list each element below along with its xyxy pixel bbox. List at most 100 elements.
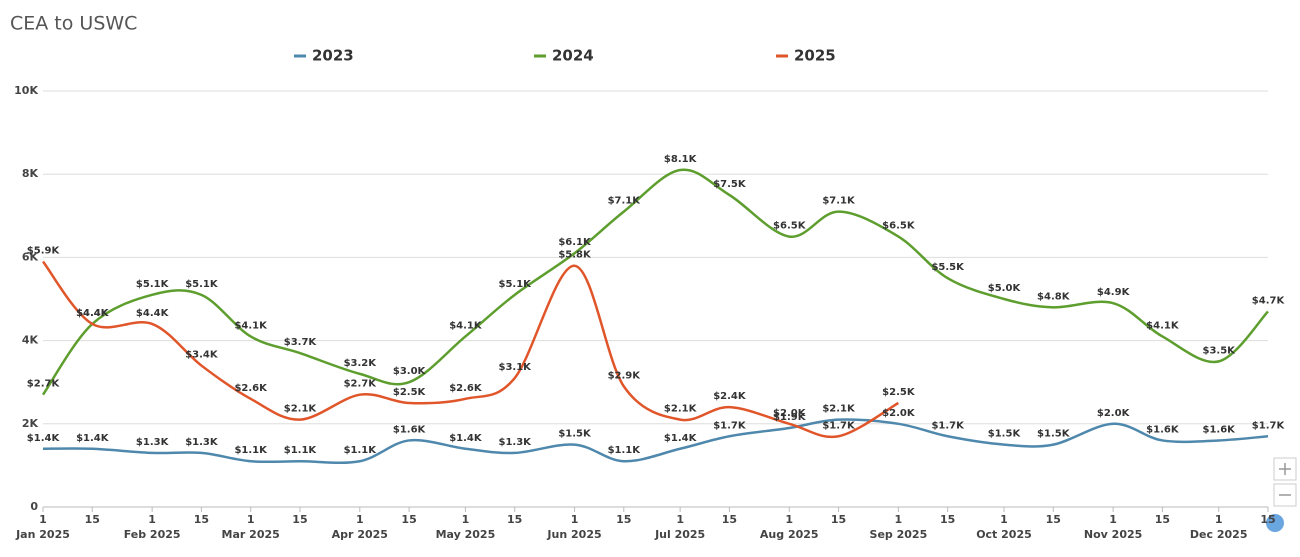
data-label: $5.9K	[27, 246, 61, 257]
legend-label: 2024	[552, 47, 594, 65]
data-label: $1.1K	[344, 445, 378, 456]
x-month-label: Nov 2025	[1084, 528, 1142, 541]
data-label: $4.1K	[1146, 320, 1180, 331]
data-label: $1.7K	[713, 420, 747, 431]
data-label: $1.5K	[558, 429, 592, 440]
x-tick-label: 15	[401, 513, 416, 526]
data-label: $2.7K	[344, 379, 378, 390]
data-label: $4.8K	[1037, 291, 1071, 302]
x-tick-label: 15	[831, 513, 846, 526]
data-label: $1.4K	[76, 433, 110, 444]
data-label: $5.0K	[988, 283, 1022, 294]
x-tick-label: 1	[676, 513, 684, 526]
data-label: $1.3K	[136, 437, 170, 448]
data-label: $1.1K	[284, 445, 318, 456]
data-label: $1.5K	[1037, 429, 1071, 440]
data-label: $1.7K	[822, 420, 856, 431]
data-label: $1.3K	[498, 437, 532, 448]
data-label: $2.0K	[882, 408, 916, 419]
data-label: $2.0K	[773, 408, 807, 419]
x-month-label: Apr 2025	[332, 528, 388, 541]
data-label: $4.4K	[76, 308, 110, 319]
data-label: $1.6K	[1203, 424, 1237, 435]
data-label: $1.1K	[608, 445, 642, 456]
x-tick-label: 15	[616, 513, 631, 526]
data-label: $5.1K	[498, 279, 532, 290]
data-label: $2.6K	[449, 383, 483, 394]
x-tick-label: 1	[462, 513, 470, 526]
legend-label: 2025	[794, 47, 836, 65]
data-label: $8.1K	[664, 154, 698, 165]
x-month-label: Aug 2025	[760, 528, 819, 541]
x-month-label: Dec 2025	[1190, 528, 1248, 541]
chart-title: CEA to USWC	[10, 13, 137, 35]
zoom-in-icon	[1279, 463, 1291, 475]
data-label: $1.4K	[664, 433, 698, 444]
data-label: $5.1K	[185, 279, 219, 290]
x-month-label: Feb 2025	[124, 528, 181, 541]
y-tick-label: 2K	[22, 417, 39, 430]
x-tick-label: 1	[356, 513, 364, 526]
filter-button[interactable]	[1266, 514, 1284, 532]
data-label: $2.1K	[284, 404, 318, 415]
data-label: $2.4K	[713, 391, 747, 402]
data-label: $1.6K	[393, 424, 427, 435]
data-label: $4.7K	[1252, 295, 1286, 306]
x-tick-label: 1	[1000, 513, 1008, 526]
x-month-label: Sep 2025	[870, 528, 928, 541]
legend-label: 2023	[312, 47, 354, 65]
data-label: $1.3K	[185, 437, 219, 448]
x-tick-label: 1	[1215, 513, 1223, 526]
data-label: $2.5K	[882, 387, 916, 398]
data-label: $5.1K	[136, 279, 170, 290]
y-tick-label: 8K	[22, 167, 39, 180]
x-month-label: May 2025	[436, 528, 496, 541]
data-label: $7.1K	[822, 196, 856, 207]
legend-item[interactable]: 2025	[776, 47, 836, 65]
y-tick-label: 10K	[14, 84, 38, 97]
series-line	[42, 260, 900, 439]
zoom-controls[interactable]	[1266, 457, 1297, 532]
x-tick-label: 1	[148, 513, 156, 526]
data-label: $3.5K	[1203, 345, 1237, 356]
x-month-label: Jun 2025	[546, 528, 601, 541]
x-tick-label: 1	[1109, 513, 1117, 526]
data-label: $7.5K	[713, 179, 747, 190]
data-label: $1.5K	[988, 429, 1022, 440]
data-label: $2.7K	[27, 379, 61, 390]
data-label: $6.5K	[882, 221, 916, 232]
x-tick-label: 15	[940, 513, 955, 526]
x-tick-label: 1	[571, 513, 579, 526]
x-month-label: Jul 2025	[654, 528, 705, 541]
y-tick-label: 4K	[22, 334, 39, 347]
data-label: $1.6K	[1146, 424, 1180, 435]
x-month-label: Jan 2025	[15, 528, 70, 541]
data-label: $4.4K	[136, 308, 170, 319]
x-tick-label: 15	[85, 513, 100, 526]
data-label: $2.1K	[822, 404, 856, 415]
data-label: $5.8K	[558, 250, 592, 261]
legend-item[interactable]: 2023	[294, 47, 354, 65]
data-label: $2.9K	[608, 370, 642, 381]
data-label: $2.6K	[234, 383, 268, 394]
data-label: $3.0K	[393, 366, 427, 377]
x-tick-label: 15	[292, 513, 307, 526]
x-tick-label: 15	[1260, 513, 1275, 526]
data-label: $1.9K	[773, 412, 807, 423]
data-label: $4.9K	[1097, 287, 1131, 298]
data-label: $2.1K	[664, 404, 698, 415]
x-tick-label: 1	[895, 513, 903, 526]
data-label: $2.0K	[1097, 408, 1131, 419]
data-label: $7.1K	[608, 196, 642, 207]
x-month-label: Mar 2025	[222, 528, 280, 541]
data-label: $3.1K	[498, 362, 532, 373]
data-label: $1.4K	[27, 433, 61, 444]
data-label: $3.2K	[344, 358, 378, 369]
legend-item[interactable]: 2024	[534, 47, 594, 65]
x-month-label: Oct 2025	[976, 528, 1032, 541]
data-label: $5.5K	[931, 262, 965, 273]
data-label: $1.4K	[449, 433, 483, 444]
data-label: $4.1K	[234, 320, 268, 331]
data-label: $4.1K	[449, 320, 483, 331]
